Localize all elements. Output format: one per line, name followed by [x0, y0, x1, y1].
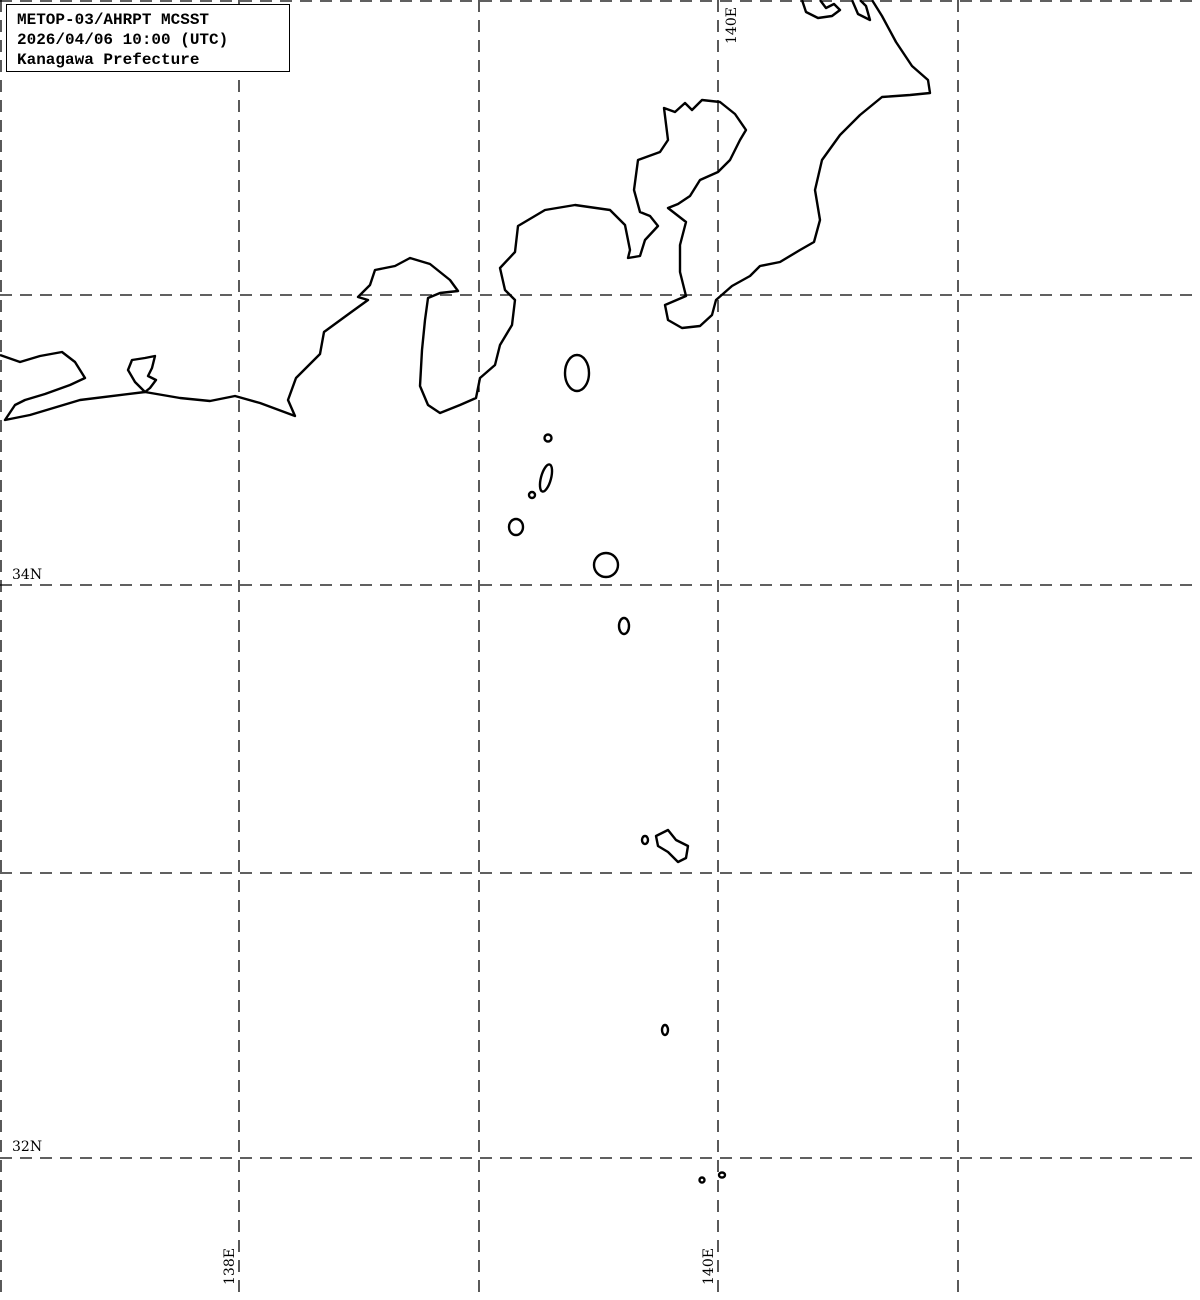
island — [698, 1176, 706, 1184]
island-kozushima — [507, 517, 525, 537]
island-hachijojima — [654, 828, 690, 864]
coastline-bay-top — [800, 0, 842, 20]
island — [527, 490, 537, 500]
lat-label-32n: 32N — [12, 1139, 43, 1155]
island-mikurajima — [617, 616, 631, 636]
coastline — [0, 0, 932, 1184]
observation-time: 2026/04/06 10:00 (UTC) — [17, 31, 229, 49]
island — [717, 1171, 727, 1179]
island-aogashima — [660, 1023, 670, 1037]
island — [640, 834, 650, 846]
satellite-product: METOP-03/AHRPT MCSST — [17, 11, 210, 29]
coastline-peninsula — [126, 354, 158, 394]
coastline-honshu — [0, 0, 932, 422]
lon-label-140e-bottom: 140E — [701, 1248, 717, 1285]
island — [543, 433, 553, 443]
island-miyakejima — [592, 551, 620, 579]
coastline-bay-top-2 — [850, 0, 872, 22]
lon-label-140e-top: 140E — [724, 7, 740, 44]
info-box: METOP-03/AHRPT MCSST 2026/04/06 10:00 (U… — [6, 4, 290, 72]
island-oshima — [563, 353, 591, 393]
island-niijima — [538, 463, 554, 493]
region-name: Kanagawa Prefecture — [17, 51, 200, 69]
lon-label-138e: 138E — [222, 1248, 238, 1285]
lat-label-34n: 34N — [12, 567, 43, 583]
